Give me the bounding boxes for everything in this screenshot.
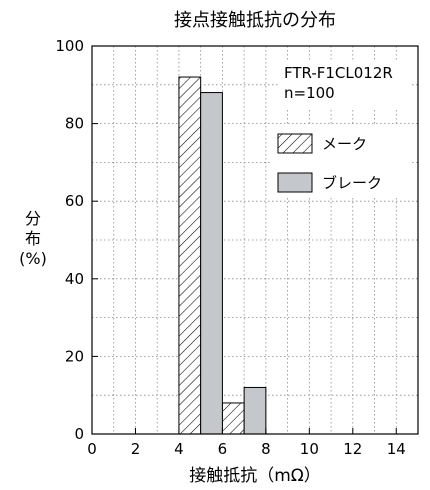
legend-label-make: メーク (322, 135, 367, 153)
x-tick-label: 12 (343, 440, 362, 458)
y-axis-label-line-2: 布 (25, 229, 41, 248)
y-tick-label: 60 (65, 192, 84, 210)
chart-title: 接点接触抵抗の分布 (174, 10, 336, 31)
y-axis-ticks: 0 20 40 60 80 100 (55, 37, 98, 443)
bar-make (178, 76, 202, 435)
y-axis-label-line-1: 分 (25, 209, 41, 228)
x-axis-ticks: 0 2 4 6 8 10 12 14 (87, 428, 406, 458)
y-tick-label: 40 (65, 270, 84, 288)
annotation-background (280, 60, 412, 108)
x-tick-label: 14 (387, 440, 406, 458)
bar-break (243, 386, 267, 435)
y-tick-label: 20 (65, 347, 84, 365)
y-tick-label: 100 (55, 37, 84, 55)
bar-make (221, 402, 245, 435)
x-tick-label: 0 (87, 440, 97, 458)
y-axis-label-line-3: (%) (19, 249, 47, 268)
bar-break (200, 92, 223, 435)
x-tick-label: 8 (261, 440, 271, 458)
x-tick-label: 2 (131, 440, 141, 458)
x-tick-label: 6 (218, 440, 228, 458)
y-tick-label: 80 (65, 115, 84, 133)
legend-swatch-break (277, 172, 313, 193)
y-tick-label: 0 (74, 425, 84, 443)
x-tick-label: 10 (300, 440, 319, 458)
x-tick-label: 4 (174, 440, 184, 458)
annotation-sample-size: n=100 (284, 84, 335, 102)
annotation-model: FTR-F1CL012R (284, 64, 393, 82)
bars (178, 76, 267, 435)
legend-label-break: ブレーク (322, 174, 382, 192)
plot-frame (91, 45, 419, 435)
x-axis-label: 接触抵抗（mΩ） (189, 466, 321, 486)
legend-swatch-make (277, 133, 313, 154)
